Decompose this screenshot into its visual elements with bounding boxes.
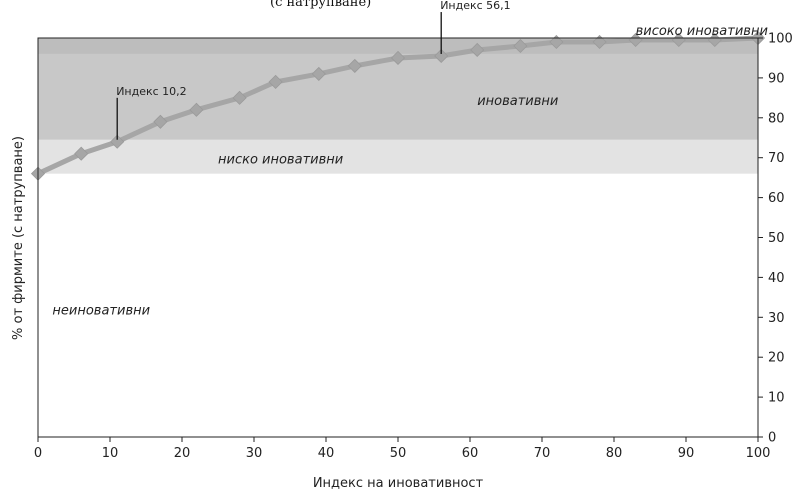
x-tick-label: 70	[534, 446, 551, 461]
data-point-14	[592, 34, 607, 50]
y-tick-label: 10	[768, 391, 785, 406]
x-tick-label: 30	[246, 446, 263, 461]
series-layer	[30, 30, 766, 181]
annotation-label-0: Индекс 10,2	[116, 85, 186, 98]
x-tick-label: 50	[390, 446, 407, 461]
y-tick-label: 20	[768, 351, 785, 366]
y-tick-label: 30	[768, 311, 785, 326]
data-point-1	[74, 146, 89, 161]
annotation-label-1: Индекс 56,1	[440, 0, 510, 12]
data-point-7	[311, 66, 326, 81]
data-point-13	[549, 34, 564, 50]
x-tick-label: 90	[678, 446, 695, 461]
data-point-4	[189, 102, 204, 117]
x-tick-label: 60	[462, 446, 479, 461]
y-tick-label: 50	[768, 231, 785, 246]
labels-layer: неиновативни ниско иновативни иновативни ви…	[52, 0, 768, 318]
y-tick-label: 100	[768, 32, 793, 47]
axes-layer: 0 10 20 30 40 50 60 70 80 90 100010203040506070809…	[34, 32, 793, 462]
x-tick-label: 100	[746, 446, 771, 461]
y-tick-label: 0	[768, 431, 776, 446]
x-tick-label: 10	[102, 446, 119, 461]
y-tick-label: 70	[768, 151, 785, 166]
y-tick-label: 40	[768, 271, 785, 286]
y-tick-label: 90	[768, 71, 785, 86]
band-1	[38, 139, 758, 174]
data-point-8	[347, 58, 362, 73]
data-point-10	[434, 48, 449, 64]
data-point-9	[390, 50, 406, 66]
x-tick-label: 20	[174, 446, 191, 461]
data-point-6	[268, 74, 283, 89]
data-point-3	[153, 114, 168, 129]
y-tick-label: 80	[768, 111, 785, 126]
x-tick-label: 0	[34, 446, 42, 461]
x-tick-label: 40	[318, 446, 335, 461]
band-layer	[38, 38, 758, 437]
data-point-2	[110, 134, 125, 149]
data-point-11	[470, 42, 485, 58]
data-point-12	[513, 38, 528, 54]
y-axis-title: % от фирмите (с натрупване)	[11, 136, 26, 340]
data-point-5	[232, 90, 247, 105]
x-tick-label: 80	[606, 446, 623, 461]
band-0	[38, 173, 758, 437]
band-label-1: ниско иновативни	[218, 152, 343, 167]
y-tick-label: 60	[768, 191, 785, 206]
x-axis-title: Индекс на иновативност	[313, 476, 484, 491]
band-label-3: високо иновативни	[636, 24, 768, 39]
cropped-header-text: (с натрупване)	[270, 0, 371, 10]
band-label-2: иновативни	[477, 94, 558, 109]
band-label-0: неиновативни	[52, 303, 150, 318]
